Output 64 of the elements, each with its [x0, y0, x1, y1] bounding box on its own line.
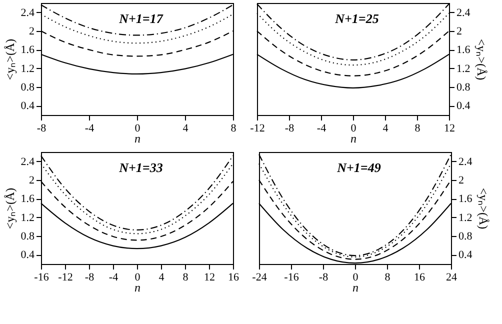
- y-tick-label: 2.4: [20, 6, 35, 19]
- x-axis-title: n: [134, 280, 140, 294]
- y-tick-label: 1.6: [458, 193, 473, 206]
- x-axis-title: n: [350, 132, 356, 146]
- y-tick-label: 0.4: [458, 249, 473, 262]
- y-tick-label: 0.4: [456, 100, 471, 112]
- x-axis-title: n: [352, 280, 358, 294]
- x-tick-label: -16: [34, 272, 50, 284]
- x-tick-label: -4: [84, 122, 95, 134]
- x-tick-label: -12: [58, 272, 73, 284]
- x-tick-label: 4: [182, 122, 189, 134]
- x-tick-label: -24: [252, 272, 268, 284]
- y-tick-label: 0.8: [456, 82, 471, 94]
- y-tick-label: 2: [456, 26, 462, 38]
- x-tick-label: 16: [228, 272, 240, 284]
- y-axis-title: <yₙ>(Å): [2, 38, 17, 80]
- y-tick-label: 2.4: [456, 6, 471, 19]
- y-tick-label: 1.6: [456, 44, 471, 56]
- y-tick-label: 1.2: [20, 62, 34, 75]
- y-tick-label: 0.4: [20, 249, 35, 262]
- x-tick-label: -8: [318, 272, 329, 284]
- x-tick-label: 4: [382, 122, 389, 134]
- y-tick-label: 0.8: [20, 230, 35, 242]
- x-axis-title: n: [134, 132, 140, 146]
- text: N+1=17: [118, 11, 164, 26]
- x-tick-label: 0: [352, 272, 359, 284]
- x-tick-label: -8: [84, 272, 95, 284]
- y-tick-label: 0.8: [20, 82, 35, 94]
- x-tick-label: -16: [284, 272, 300, 284]
- x-tick-label: 0: [134, 272, 141, 284]
- x-tick-label: 16: [414, 272, 426, 284]
- text: N+1=25: [334, 11, 380, 26]
- x-tick-label: 0: [350, 122, 357, 134]
- x-tick-label: -4: [316, 122, 327, 134]
- y-tick-label: 1.2: [458, 212, 472, 224]
- y-tick-label: 1.6: [20, 44, 35, 56]
- x-tick-label: 8: [182, 272, 189, 284]
- y-tick-label: 1.2: [20, 212, 34, 224]
- x-tick-label: 12: [444, 122, 455, 134]
- y-axis-title: <yₙ>(Å): [474, 38, 488, 80]
- y-tick-label: 2.4: [458, 156, 473, 168]
- y-tick-label: 2: [458, 174, 464, 186]
- x-tick-label: -12: [250, 122, 265, 134]
- y-axis-title: <yₙ>(Å): [2, 188, 17, 230]
- x-tick-label: 0: [134, 122, 141, 134]
- x-tick-label: 8: [230, 122, 237, 134]
- x-tick-label: -8: [284, 122, 295, 134]
- x-tick-label: 4: [158, 272, 165, 284]
- y-axis-title: <yₙ>(Å): [476, 188, 490, 230]
- x-tick-label: 12: [204, 272, 215, 284]
- y-tick-label: 2: [29, 26, 34, 38]
- y-tick-label: 2.4: [20, 156, 35, 168]
- x-tick-label: 24: [446, 272, 458, 284]
- y-tick-label: 1.6: [20, 193, 35, 206]
- x-tick-label: 8: [414, 122, 421, 134]
- x-tick-label: -4: [108, 272, 119, 284]
- y-tick-label: 1.2: [456, 62, 470, 75]
- text: N+1=49: [336, 160, 382, 175]
- y-tick-label: 2: [29, 174, 34, 186]
- text: N+1=33: [118, 160, 164, 175]
- x-tick-label: 8: [384, 272, 391, 284]
- x-tick-label: -8: [36, 122, 47, 134]
- y-tick-label: 0.8: [458, 230, 473, 242]
- y-tick-label: 0.4: [20, 100, 35, 112]
